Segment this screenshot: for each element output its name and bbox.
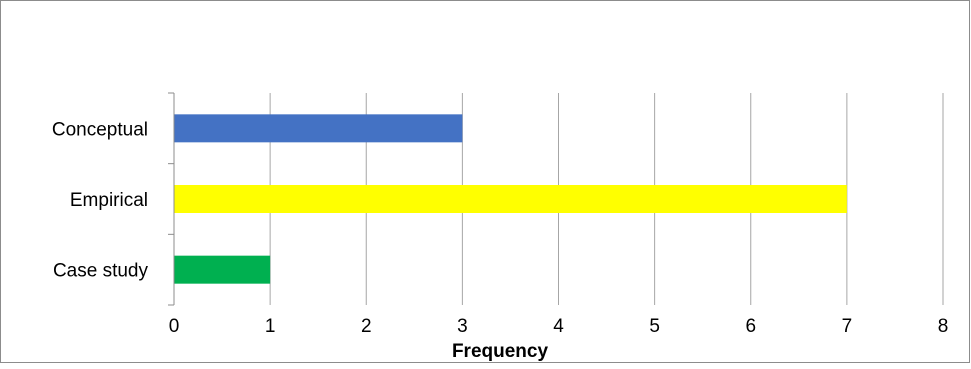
y-tick-label: Conceptual <box>52 119 148 140</box>
axes <box>168 92 175 306</box>
x-tick-label: 7 <box>842 316 853 337</box>
bars <box>174 114 847 284</box>
x-tick-label: 8 <box>938 316 949 337</box>
x-tick-label: 5 <box>649 316 660 337</box>
x-tick-label: 0 <box>169 316 180 337</box>
bar-case-study <box>174 255 271 284</box>
x-tick-label: 1 <box>265 316 276 337</box>
bar-conceptual <box>174 114 463 143</box>
x-axis-title: Frequency <box>452 341 549 362</box>
labels: Frequency 0 1 2 3 4 5 6 7 8 Conceptual Empirical Ca… <box>52 119 948 362</box>
y-tick-label: Case study <box>53 261 149 282</box>
bar-empirical <box>174 185 847 213</box>
x-tick-label: 2 <box>361 316 372 337</box>
x-tick-label: 6 <box>745 316 756 337</box>
x-tick-label: 3 <box>457 316 468 337</box>
y-tick-label: Empirical <box>70 190 148 211</box>
x-tick-label: 4 <box>553 316 564 337</box>
